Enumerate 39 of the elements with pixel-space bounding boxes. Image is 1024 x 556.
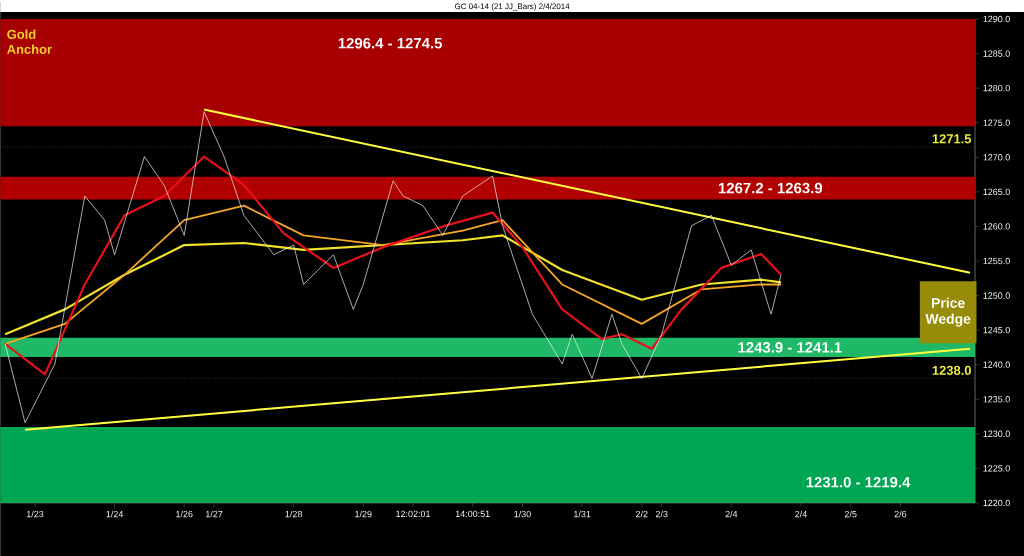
x-tick-label: 1/26 (176, 510, 193, 518)
x-tick-label: 2/5 (844, 510, 857, 518)
band-label: 1243.9 - 1241.1 (738, 342, 842, 353)
x-tick-label: 1/24 (106, 510, 124, 518)
y-tick-label: 1250.0 (983, 292, 1010, 299)
y-tick-label: 1245.0 (983, 326, 1010, 334)
y-tick-label: 1240.0 (983, 361, 1010, 368)
annotation: Gold Anchor (7, 29, 52, 54)
band-label: 1267.2 - 1263.9 (718, 182, 823, 194)
x-tick-label: 1/29 (355, 510, 372, 518)
annotation: Price Wedge (925, 297, 971, 327)
x-tick-label: 14:00:51 (455, 510, 490, 518)
x-tick-label: 1/27 (206, 510, 223, 518)
y-tick-label: 1260.0 (983, 223, 1010, 230)
x-tick-label: 12:02:01 (396, 510, 431, 518)
x-tick-label: 2/6 (894, 510, 907, 518)
x-tick-label: 2/4 (795, 510, 807, 518)
x-tick-label: 1/30 (514, 510, 531, 518)
y-tick-label: 1220.0 (983, 499, 1010, 507)
y-tick-label: 1270.0 (983, 154, 1010, 161)
y-tick-label: 1290.0 (983, 15, 1010, 23)
y-tick-label: 1275.0 (983, 119, 1010, 126)
y-tick-label: 1255.0 (983, 257, 1010, 265)
y-tick-label: 1225.0 (983, 465, 1010, 472)
band-label: 1296.4 - 1274.5 (338, 37, 443, 49)
y-tick-label: 1230.0 (983, 430, 1010, 438)
ref-line-label: 1238.0 (932, 365, 971, 375)
band-label: 1231.0 - 1219.4 (806, 476, 911, 488)
y-tick-label: 1235.0 (983, 396, 1010, 403)
y-tick-label: 1285.0 (983, 50, 1010, 57)
x-tick-label: 1/31 (574, 510, 591, 518)
x-tick-label: 2/4 (725, 510, 738, 518)
x-tick-label: 2/3 (655, 510, 668, 518)
x-tick-label: 2/2 (636, 510, 648, 518)
x-tick-label: 1/28 (285, 510, 302, 518)
ref-line-label: 1271.5 (932, 134, 972, 144)
y-tick-label: 1265.0 (983, 188, 1010, 196)
y-tick-label: 1280.0 (983, 85, 1010, 92)
x-tick-label: 1/23 (26, 510, 44, 518)
